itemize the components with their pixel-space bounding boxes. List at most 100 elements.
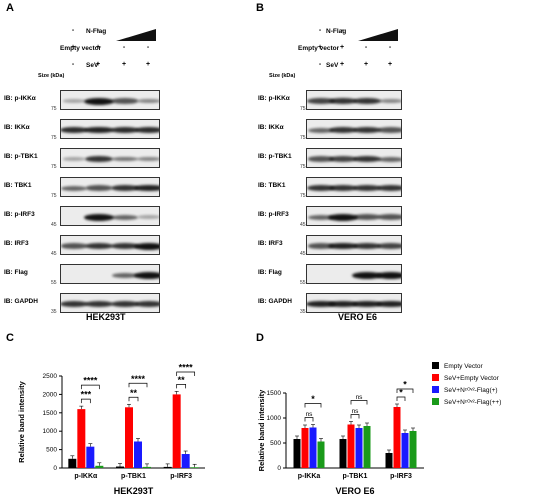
legend-label: SeV+Empty Vector [444,375,500,382]
legend-swatch [432,398,439,405]
bar [393,407,401,468]
bar [86,446,95,468]
y-tick-label: 1500 [267,390,282,397]
significance-bracket [350,414,360,419]
bar [339,439,347,468]
blot-a-blot-label: IB: p-TBK1 [4,153,38,160]
bar-chart-c: 0 500 1000 1500 2000 2500 Relative band intens… [17,363,205,496]
significance-bracket [396,396,406,401]
blot-a-empty-vector-symbol: + [95,44,101,51]
blot-b-band [328,184,358,192]
blot-b-blot-size-marker: 75 [300,193,306,199]
significance-label: ** [178,375,186,385]
blot-a-band [61,300,89,308]
blot-b-band [352,184,382,192]
blot-b-sev-label: SeV [326,62,339,69]
bar [317,441,325,468]
y-axis-label: Relative band intensity [257,389,266,472]
blot-a-sev-label: SeV [86,62,99,69]
bar [134,441,142,468]
significance-bracket [176,384,187,389]
blot-a-band [84,242,114,250]
bar [95,465,104,468]
blot-a-nflag-symbol: - [71,27,75,34]
bar [355,428,363,468]
blot-b-band [352,155,382,163]
blot-a-band [110,300,140,308]
blot-b-size-label: Size (kDa) [269,73,296,79]
significance-bracket [128,396,139,402]
blot-a-blot-label: IB: GAPDH [4,298,38,305]
blot-b-blot-image [306,264,402,284]
bar [116,466,124,468]
panel-label-b: B [256,2,264,14]
blot-a-band [84,97,114,105]
blot-b-blot-size-marker: 35 [300,309,306,315]
blot-a-blot-size-marker: 75 [51,193,57,199]
blot-a-band [110,126,140,134]
y-tick-label: 500 [46,447,57,454]
blot-a-band [84,213,114,221]
y-tick-label: 2000 [43,391,58,398]
blot-b-band [307,156,335,162]
blot-b-blot-size-marker: 45 [300,222,306,228]
blot-b-band [352,126,382,134]
blot-b-blot-image [306,206,402,226]
y-tick-label: 500 [270,440,281,447]
blot-a-sev-symbol: + [95,61,101,68]
western-blot-panel-a: N-Flag Empty vector SeV Size (kDa) - - + + - - - + +… [0,0,250,325]
blot-b-blot-label: IB: IRF3 [258,240,283,247]
blot-b-band [376,300,401,308]
blot-a-blot-size-marker: 45 [51,251,57,257]
blot-b-gradient-wedge-icon [358,29,398,41]
blot-b-blot-image [306,235,402,255]
bar [77,409,86,468]
blot-a-blot-image [60,119,160,139]
bar [401,433,409,468]
blot-b-sev-symbol: - [318,61,322,68]
blot-a-sev-symbol: - [71,61,75,68]
bar [181,454,190,468]
blot-a-blot-label: IB: TBK1 [4,182,32,189]
blot-a-blot-image [60,177,160,197]
blot-a-sev-symbol: + [121,61,127,68]
blot-b-blot-size-marker: 45 [300,251,306,257]
y-tick-label: 1000 [267,415,282,422]
blot-a-band [134,242,159,250]
category-label: p-IKKa [298,473,321,480]
significance-label: **** [83,376,98,386]
blot-a-empty-vector-symbol: - [122,44,126,51]
blot-a-band [136,98,159,104]
blot-a-band [137,215,159,219]
blot-a-blot-image [60,293,160,313]
blot-a-blot-image [60,235,160,255]
bar [143,466,151,468]
significance-label: ns [356,394,364,401]
significance-label: **** [131,374,146,384]
blot-a-band [84,126,114,134]
blot-a-nflag-label: N-Flag [86,28,107,35]
blot-a-band [112,272,138,278]
blot-a-band [61,243,88,249]
category-label: p-IRF3 [170,473,192,480]
significance-bracket [350,400,368,405]
blot-a-band [112,214,138,220]
bar [172,394,181,468]
bar [293,439,301,468]
blot-b-band [377,214,401,220]
blot-b-blot-label: IB: p-TBK1 [258,153,292,160]
legend-label: SeV+Nᶜᴼᵛ²-Flag(+) [444,387,498,394]
y-axis-label: Relative band intensity [17,380,26,463]
blot-b-band [378,98,401,104]
blot-a-blot-image [60,148,160,168]
blot-b-sev-symbol: + [363,61,369,68]
blot-a-band [62,99,86,103]
bar [363,426,371,468]
blot-a-band [61,126,89,134]
significance-bracket [80,384,100,390]
blot-b-blot-image [306,293,402,313]
y-tick-label: 0 [53,465,57,472]
significance-label: ** [130,388,138,398]
blot-b-blot-size-marker: 55 [300,280,306,286]
